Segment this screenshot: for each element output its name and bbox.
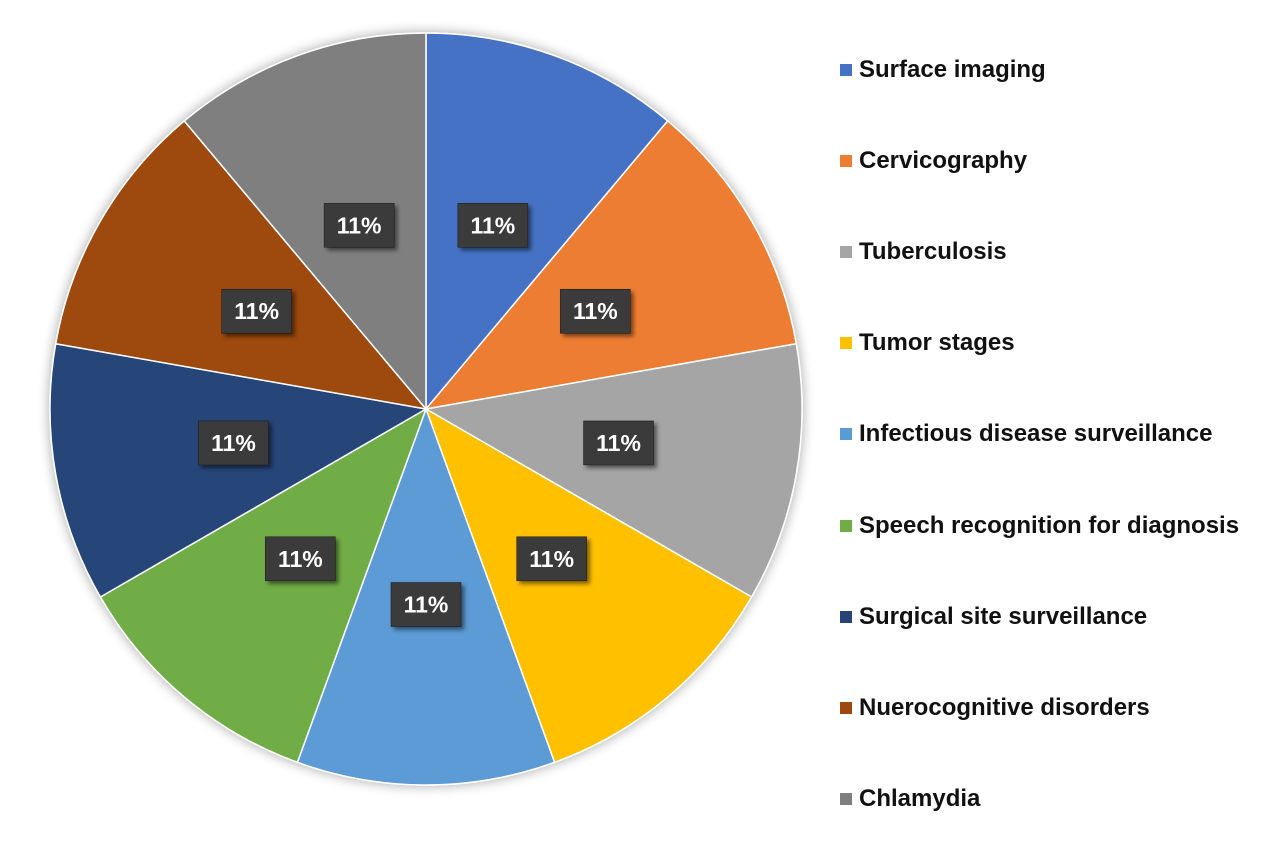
pie-slices <box>49 32 803 786</box>
legend-swatch <box>840 428 852 441</box>
pie-slice-9 <box>183 32 427 412</box>
pie-slice-6 <box>99 407 428 764</box>
data-label-text: 11% <box>470 212 515 238</box>
data-label-3: 11% <box>583 420 654 466</box>
legend-item: Surface imaging <box>840 24 1280 115</box>
data-label-text: 11% <box>529 546 574 572</box>
data-label-1: 11% <box>457 203 529 248</box>
data-label-box <box>457 203 529 248</box>
legend-label: Cervicography <box>859 146 1028 174</box>
data-label-box <box>198 420 269 466</box>
data-label-box <box>516 536 587 582</box>
chart-legend: Surface imaging Cervicography Tuberculosis… <box>840 24 1280 845</box>
data-label-text: 11% <box>337 212 382 238</box>
data-label-7: 11% <box>198 420 269 466</box>
pie-chart: 11% 11% 11% 11% 11% 11% 11% 11% 11% Surface imag… <box>49 32 1239 812</box>
legend-swatch <box>840 337 852 350</box>
data-label-text: 11% <box>573 298 618 324</box>
legend-label: Infectious disease surveillance <box>859 420 1213 448</box>
pie-data-labels: 11% 11% 11% 11% 11% 11% 11% 11% 11% <box>198 203 654 627</box>
legend-swatch <box>840 610 852 623</box>
legend-label: Nuerocognitive disorders <box>859 693 1150 721</box>
legend-swatch <box>840 245 852 258</box>
pie-slice-2 <box>424 119 798 411</box>
pie-chart-svg: 11% 11% 11% 11% 11% 11% 11% 11% 11% <box>49 32 803 786</box>
data-label-text: 11% <box>596 430 641 456</box>
data-label-text: 11% <box>234 298 279 324</box>
data-label-6: 11% <box>265 536 336 582</box>
legend-label: Tumor stages <box>859 329 1015 357</box>
legend-item: Tumor stages <box>840 298 1280 389</box>
legend-swatch <box>840 701 852 714</box>
data-label-4: 11% <box>516 536 587 582</box>
data-label-box <box>265 536 336 582</box>
legend-label: Surface imaging <box>859 55 1046 83</box>
data-label-9: 11% <box>323 203 395 248</box>
legend-label: Chlamydia <box>859 785 981 813</box>
data-label-text: 11% <box>278 546 323 572</box>
legend-swatch <box>840 519 852 532</box>
legend-swatch <box>840 793 852 806</box>
pie-slice-4 <box>424 407 753 764</box>
data-label-box <box>221 288 292 334</box>
data-label-box <box>560 288 631 334</box>
data-label-text: 11% <box>404 592 449 618</box>
data-label-2: 11% <box>560 288 631 334</box>
data-label-box <box>323 203 395 248</box>
pie-slice-1 <box>425 32 669 412</box>
legend-item: Tuberculosis <box>840 206 1280 297</box>
legend-item: Chlamydia <box>840 754 1280 845</box>
legend-item: Cervicography <box>840 115 1280 206</box>
pie-slice-7 <box>49 342 429 599</box>
data-label-text: 11% <box>211 430 256 456</box>
legend-item: Nuerocognitive disorders <box>840 662 1280 753</box>
pie-slice-3 <box>423 342 803 599</box>
legend-label: Surgical site surveillance <box>859 602 1148 630</box>
legend-label: Speech recognition for diagnosis <box>859 511 1240 539</box>
legend-item: Speech recognition for diagnosis <box>840 480 1280 571</box>
data-label-box <box>583 420 654 466</box>
pie-slice-8 <box>54 119 428 411</box>
data-label-8: 11% <box>221 288 292 334</box>
legend-swatch <box>840 154 852 167</box>
data-label-5: 11% <box>390 582 462 627</box>
data-label-box <box>390 582 462 627</box>
legend-item: Infectious disease surveillance <box>840 389 1280 480</box>
legend-label: Tuberculosis <box>859 237 1007 265</box>
legend-item: Surgical site surveillance <box>840 571 1280 662</box>
legend-swatch <box>840 63 852 76</box>
